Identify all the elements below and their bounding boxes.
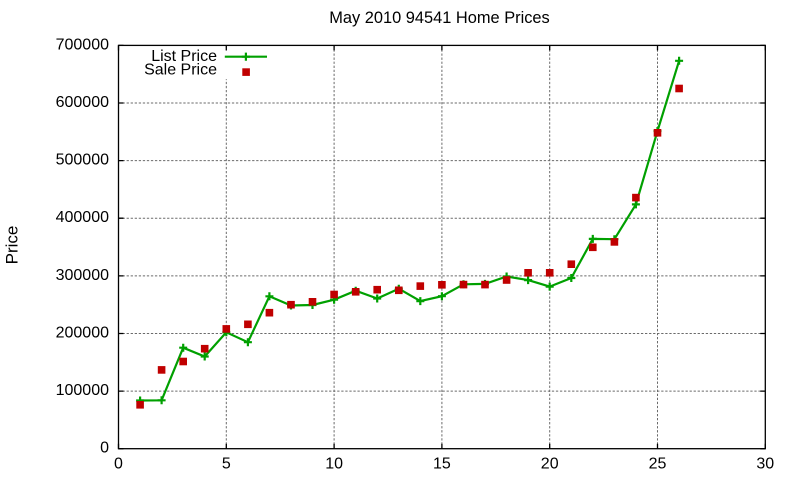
- svg-text:May 2010 94541 Home Prices: May 2010 94541 Home Prices: [329, 9, 549, 27]
- svg-text:30: 30: [756, 456, 774, 473]
- svg-text:200000: 200000: [56, 324, 109, 341]
- svg-text:Price: Price: [3, 226, 22, 265]
- svg-text:300000: 300000: [56, 267, 109, 284]
- svg-text:0: 0: [114, 456, 123, 473]
- svg-text:List Price: List Price: [151, 48, 217, 65]
- svg-text:0: 0: [100, 440, 109, 457]
- svg-text:20: 20: [541, 456, 559, 473]
- svg-text:15: 15: [433, 456, 451, 473]
- svg-text:25: 25: [649, 456, 667, 473]
- svg-text:600000: 600000: [56, 94, 109, 111]
- svg-text:10: 10: [325, 456, 343, 473]
- svg-text:5: 5: [222, 456, 231, 473]
- svg-text:Sale Price: Sale Price: [144, 62, 217, 79]
- svg-text:700000: 700000: [56, 36, 109, 53]
- svg-text:400000: 400000: [56, 209, 109, 226]
- svg-text:100000: 100000: [56, 382, 109, 399]
- svg-text:500000: 500000: [56, 152, 109, 169]
